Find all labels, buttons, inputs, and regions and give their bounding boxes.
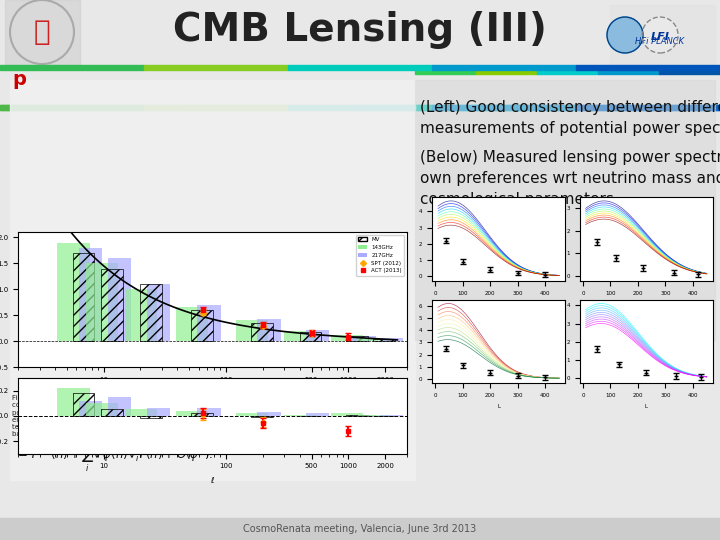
- X-axis label: L: L: [497, 301, 500, 306]
- Bar: [192, 413, 213, 416]
- Text: ⛵: ⛵: [34, 18, 50, 46]
- Bar: [5, 0, 80, 65]
- Bar: [300, 332, 321, 341]
- Bar: [537, 69, 598, 74]
- Text: CMB Lensing (III): CMB Lensing (III): [173, 11, 547, 49]
- Bar: [257, 412, 281, 416]
- Bar: [379, 338, 403, 341]
- Bar: [176, 307, 208, 341]
- X-axis label: L: L: [644, 404, 648, 409]
- Bar: [353, 415, 376, 416]
- Text: Fig. 11. Replotting of Fig. 10, removing 100 GHz for easier
comparison of 143 an: Fig. 11. Replotting of Fig. 10, removing…: [12, 395, 245, 437]
- Bar: [108, 397, 131, 416]
- Bar: [235, 413, 268, 416]
- Bar: [10, 80, 415, 480]
- Bar: [102, 268, 123, 341]
- Bar: [197, 305, 221, 341]
- Bar: [102, 409, 123, 416]
- Bar: [306, 330, 330, 341]
- Text: $T(\hat{n}) = T^{\rm uni}(\hat{n} + \nabla\phi(\hat{n})),$: $T(\hat{n}) = T^{\rm uni}(\hat{n} + \nab…: [15, 422, 142, 442]
- Bar: [257, 320, 281, 341]
- Bar: [73, 253, 94, 341]
- Bar: [331, 335, 363, 341]
- Text: CosmoRenata meeting, Valencia, June 3rd 2013: CosmoRenata meeting, Valencia, June 3rd …: [243, 524, 477, 534]
- Bar: [540, 105, 720, 110]
- Text: (Left) Good consistency between different
measurements of potential power spectr: (Left) Good consistency between differen…: [420, 100, 720, 136]
- Bar: [306, 413, 330, 416]
- X-axis label: L: L: [644, 301, 648, 306]
- Bar: [610, 5, 715, 65]
- Bar: [346, 336, 368, 341]
- Bar: [0, 105, 180, 110]
- Bar: [58, 242, 90, 341]
- X-axis label: $\ell$: $\ell$: [210, 475, 215, 485]
- Bar: [576, 105, 720, 110]
- Bar: [79, 248, 102, 341]
- Bar: [331, 413, 363, 416]
- Bar: [415, 80, 715, 340]
- Bar: [360, 105, 540, 110]
- Bar: [288, 65, 432, 70]
- Bar: [284, 331, 317, 341]
- Bar: [79, 401, 102, 416]
- Bar: [288, 105, 432, 110]
- Bar: [0, 105, 144, 110]
- Bar: [86, 403, 118, 416]
- Bar: [125, 289, 158, 341]
- Bar: [415, 69, 476, 74]
- Text: HFi PLANCK: HFi PLANCK: [635, 37, 684, 46]
- Bar: [108, 258, 131, 341]
- X-axis label: L: L: [497, 404, 500, 409]
- Bar: [358, 338, 390, 341]
- Bar: [0, 65, 144, 70]
- Bar: [144, 105, 288, 110]
- Bar: [432, 65, 576, 70]
- Bar: [379, 415, 403, 416]
- Bar: [284, 415, 317, 416]
- Text: $= T^{\rm uni}(\hat{n}) + \sum_i \nabla^i\phi(\hat{n})\nabla_i T(\hat{n}) + O(\p: $= T^{\rm uni}(\hat{n}) + \sum_i \nabla^…: [15, 446, 213, 474]
- Bar: [235, 320, 268, 341]
- Bar: [58, 388, 90, 416]
- Bar: [358, 415, 390, 416]
- Bar: [176, 411, 208, 416]
- Bar: [73, 393, 94, 416]
- Bar: [346, 415, 368, 416]
- Bar: [86, 264, 118, 341]
- Bar: [180, 105, 360, 110]
- Text: LFI: LFI: [651, 32, 670, 42]
- Bar: [147, 284, 170, 341]
- Bar: [0, 518, 720, 540]
- Text: p: p: [12, 70, 26, 89]
- Text: (Below) Measured lensing power spectrum has its
own preferences wrt neutrino mas: (Below) Measured lensing power spectrum …: [420, 150, 720, 207]
- Bar: [140, 416, 162, 418]
- Bar: [140, 284, 162, 341]
- Bar: [147, 408, 170, 416]
- Bar: [353, 335, 376, 341]
- Legend: MV, 143GHz, 217GHz, SPT (2012), ACT (2013): MV, 143GHz, 217GHz, SPT (2012), ACT (201…: [356, 235, 404, 275]
- Bar: [476, 69, 537, 74]
- Bar: [144, 65, 288, 70]
- Bar: [192, 310, 213, 341]
- Bar: [197, 408, 221, 416]
- Circle shape: [607, 17, 643, 53]
- Bar: [659, 69, 720, 74]
- Bar: [432, 105, 576, 110]
- Bar: [251, 323, 273, 341]
- Bar: [576, 65, 720, 70]
- Bar: [125, 409, 158, 416]
- Bar: [598, 69, 659, 74]
- Bar: [374, 339, 395, 341]
- Bar: [251, 416, 273, 417]
- Circle shape: [642, 17, 678, 53]
